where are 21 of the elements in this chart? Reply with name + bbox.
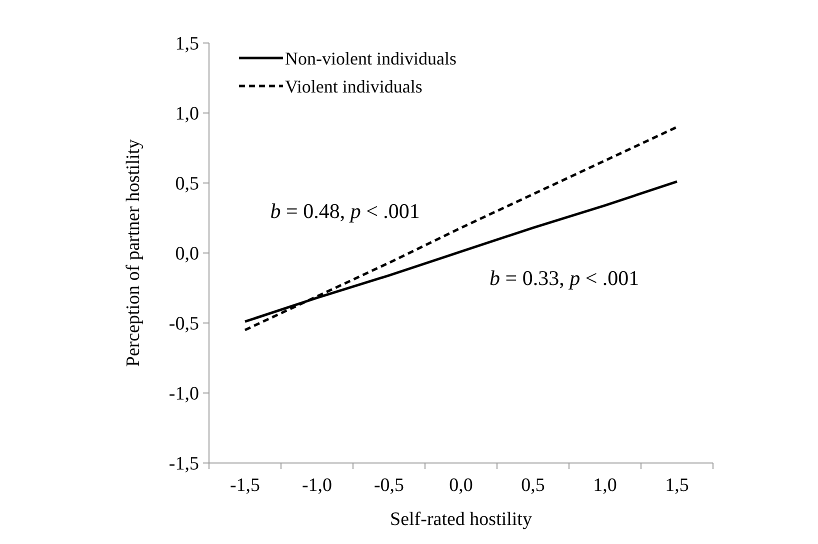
y-tick-label: -1,5 [168, 454, 199, 475]
y-tick-label: 0,0 [175, 244, 199, 265]
x-tick-label: 1,0 [593, 475, 617, 496]
y-tick-label: 1,5 [175, 34, 199, 55]
y-tick-label: -0,5 [168, 314, 199, 335]
x-tick-label: 0,5 [521, 475, 545, 496]
x-tick-label: -1,0 [302, 475, 332, 496]
y-axis-title: Perception of partner hostility [123, 138, 144, 367]
legend-label: Violent individuals [285, 76, 422, 96]
y-tick-label: 1,0 [175, 104, 199, 125]
y-tick-label: -1,0 [168, 384, 199, 405]
line-series [244, 126, 678, 332]
x-tick-label: 1,5 [665, 475, 689, 496]
annotation: b = 0.48, p < .001 [270, 199, 420, 224]
y-tick-label: 0,5 [175, 174, 199, 195]
x-axis-title: Self-rated hostility [390, 509, 532, 530]
x-tick-label: -1,5 [230, 475, 260, 496]
annotation: b = 0.33, p < .001 [489, 266, 640, 290]
x-tick-label: 0,0 [449, 475, 473, 496]
x-tick-label: -0,5 [374, 475, 404, 496]
legend-label: Non-violent individuals [285, 48, 456, 68]
